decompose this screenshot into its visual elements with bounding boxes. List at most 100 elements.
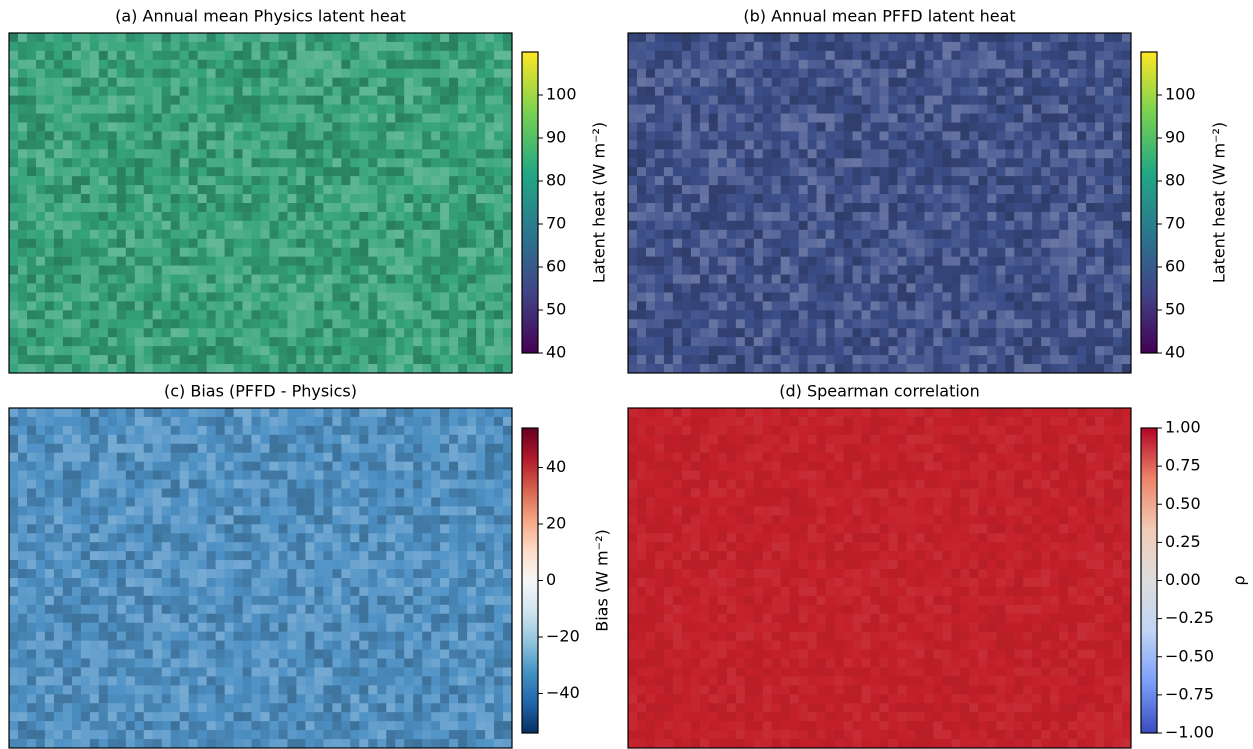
map-texture [682, 114, 691, 123]
map-texture [637, 105, 646, 114]
map-texture [709, 203, 718, 212]
map-texture [1086, 346, 1095, 355]
map-texture [368, 284, 377, 293]
map-texture [960, 364, 969, 373]
map-texture [978, 87, 987, 96]
map-texture [180, 462, 189, 471]
map-texture [108, 78, 117, 87]
map-texture [1086, 239, 1095, 248]
map-texture [431, 435, 440, 444]
map-texture [1050, 212, 1059, 221]
map-texture [422, 60, 431, 69]
map-texture [799, 275, 808, 284]
map-texture [72, 284, 81, 293]
map-texture [99, 167, 108, 176]
map-texture [933, 131, 942, 140]
map-texture [171, 33, 180, 42]
map-texture [503, 417, 512, 426]
map-texture [207, 453, 216, 462]
map-texture [350, 337, 359, 346]
map-texture [503, 221, 512, 230]
map-texture [9, 310, 18, 319]
map-texture [81, 364, 90, 373]
map-texture [1059, 248, 1068, 257]
map-texture [216, 471, 225, 480]
map-texture [243, 158, 252, 167]
map-texture [386, 489, 395, 498]
map-texture [332, 42, 341, 51]
map-texture [243, 140, 252, 149]
map-texture [1023, 310, 1032, 319]
map-texture [27, 212, 36, 221]
map-texture [377, 275, 386, 284]
map-texture [72, 444, 81, 453]
colorbar [1141, 52, 1157, 353]
map-texture [395, 301, 404, 310]
map-texture [135, 301, 144, 310]
map-texture [431, 140, 440, 149]
map-texture [395, 78, 404, 87]
map-texture [485, 248, 494, 257]
map-texture [1014, 266, 1023, 275]
map-texture [422, 149, 431, 158]
map-texture [467, 453, 476, 462]
map-texture [404, 96, 413, 105]
map-texture [162, 149, 171, 158]
map-texture [243, 435, 252, 444]
map-texture [628, 266, 637, 275]
map-texture [880, 114, 889, 123]
map-texture [27, 140, 36, 149]
map-texture [359, 266, 368, 275]
map-texture [162, 42, 171, 51]
map-texture [153, 69, 162, 78]
map-texture [341, 275, 350, 284]
map-texture [1023, 60, 1032, 69]
map-texture [153, 239, 162, 248]
map-texture [951, 266, 960, 275]
map-texture [243, 149, 252, 158]
map-texture [350, 185, 359, 194]
map-texture [898, 239, 907, 248]
map-texture [942, 328, 951, 337]
map-texture [1059, 284, 1068, 293]
map-texture [880, 131, 889, 140]
map-texture [763, 301, 772, 310]
map-texture [1077, 337, 1086, 346]
map-texture [951, 328, 960, 337]
map-texture [637, 114, 646, 123]
map-texture [637, 275, 646, 284]
map-texture [27, 489, 36, 498]
map-texture [422, 42, 431, 51]
map-texture [503, 275, 512, 284]
map-texture [126, 212, 135, 221]
map-texture [296, 435, 305, 444]
map-texture [171, 489, 180, 498]
map-texture [960, 96, 969, 105]
map-texture [305, 408, 314, 417]
map-texture [350, 194, 359, 203]
map-texture [1104, 158, 1113, 167]
map-texture [117, 167, 126, 176]
map-texture [162, 515, 171, 524]
map-texture [359, 105, 368, 114]
map-texture [951, 346, 960, 355]
map-texture [978, 221, 987, 230]
map-texture [395, 221, 404, 230]
map-texture [960, 149, 969, 158]
map-texture [279, 444, 288, 453]
map-texture [189, 248, 198, 257]
map-texture [9, 140, 18, 149]
map-texture [45, 310, 54, 319]
map-texture [1014, 221, 1023, 230]
map-texture [682, 355, 691, 364]
map-texture [628, 60, 637, 69]
map-texture [978, 248, 987, 257]
map-texture [458, 266, 467, 275]
map-texture [745, 185, 754, 194]
map-texture [108, 408, 117, 417]
map-texture [45, 114, 54, 123]
map-texture [431, 355, 440, 364]
map-texture [1095, 293, 1104, 302]
map-texture [1032, 284, 1041, 293]
map-texture [467, 310, 476, 319]
